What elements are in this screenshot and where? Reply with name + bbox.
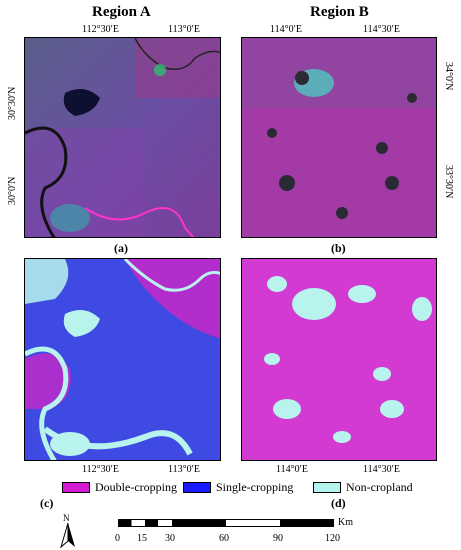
legend-swatch-non-cropland [313, 482, 341, 493]
scale-bar [118, 519, 334, 527]
tick-a-left-2: 30°0′N [7, 176, 18, 205]
tick-a-top-2: 113°0′E [168, 24, 200, 35]
tick-a-bottom-2: 113°0′E [168, 464, 200, 475]
legend-label-single-cropping: Single-cropping [216, 480, 294, 494]
region-b-title: Region B [310, 4, 369, 20]
tick-a-left-1: 30°30′N [7, 86, 18, 120]
scale-label-60: 60 [219, 533, 229, 544]
north-arrow-label: N [63, 513, 70, 523]
legend-swatch-double-cropping [62, 482, 90, 493]
satellite-image-region-a [25, 38, 220, 237]
satellite-image-region-b [242, 38, 436, 237]
caption-a: (a) [114, 241, 128, 255]
legend-swatch-single-cropping [183, 482, 211, 493]
tick-a-top-1: 112°30′E [82, 24, 119, 35]
tick-a-bottom-1: 112°30′E [82, 464, 119, 475]
scale-label-30: 30 [165, 533, 175, 544]
map-panel-a [24, 37, 221, 238]
tick-b-right-2: 33°30′N [443, 165, 454, 199]
north-arrow-icon [60, 523, 75, 549]
tick-b-bottom-1: 114°0′E [276, 464, 308, 475]
scale-bar-graphic [118, 519, 334, 527]
map-panel-d [241, 258, 437, 461]
caption-b: (b) [331, 241, 346, 255]
classification-map-region-b [242, 259, 436, 460]
scale-bar-unit: Km [338, 517, 353, 528]
legend-label-double-cropping: Double-cropping [95, 480, 177, 494]
scale-label-90: 90 [273, 533, 283, 544]
region-a-title: Region A [92, 4, 151, 20]
classification-map-region-a [25, 259, 220, 460]
tick-b-bottom-2: 114°30′E [363, 464, 400, 475]
tick-b-top-2: 114°30′E [363, 24, 400, 35]
caption-c: (c) [40, 496, 54, 510]
legend-label-non-cropland: Non-cropland [346, 480, 413, 494]
tick-b-top-1: 114°0′E [270, 24, 302, 35]
map-panel-b [241, 37, 437, 238]
scale-label-120: 120 [325, 533, 340, 544]
caption-d: (d) [331, 496, 346, 510]
map-panel-c [24, 258, 221, 461]
north-arrow: N [58, 513, 78, 549]
scale-label-0: 0 [115, 533, 120, 544]
tick-b-right-1: 34°0′N [443, 62, 454, 91]
scale-label-15: 15 [137, 533, 147, 544]
